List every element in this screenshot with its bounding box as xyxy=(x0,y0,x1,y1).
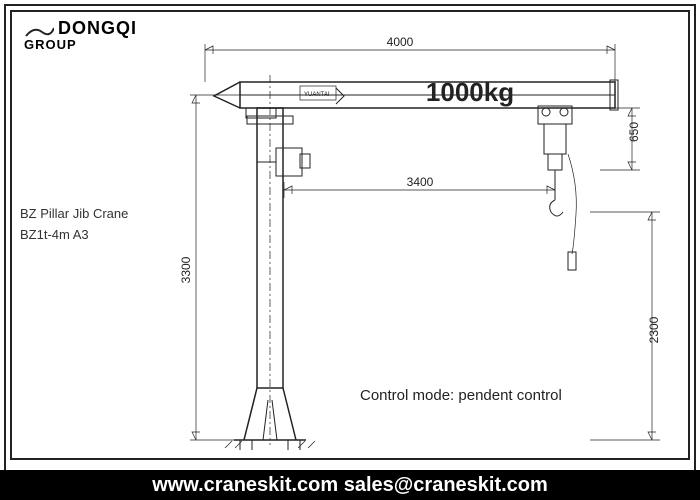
footer-bar: www.craneskit.com sales@craneskit.com xyxy=(0,470,700,500)
control-mode-note: Control mode: pendent control xyxy=(360,387,562,404)
footer-text: www.craneskit.com sales@craneskit.com xyxy=(152,474,548,496)
dim-hook-clearance: 2300 xyxy=(647,316,661,343)
beam-brand-icon: YUANTAI xyxy=(304,92,330,98)
dim-hoist-drop: 650 xyxy=(627,122,641,142)
dim-jib-length: 4000 xyxy=(387,35,414,49)
crane-drawing: 4000 YUANTAI 1000kg xyxy=(0,0,700,500)
dim-column-height: 3300 xyxy=(179,256,193,283)
capacity-label: 1000kg xyxy=(426,77,514,107)
dim-trolley-reach: 3400 xyxy=(407,175,434,189)
